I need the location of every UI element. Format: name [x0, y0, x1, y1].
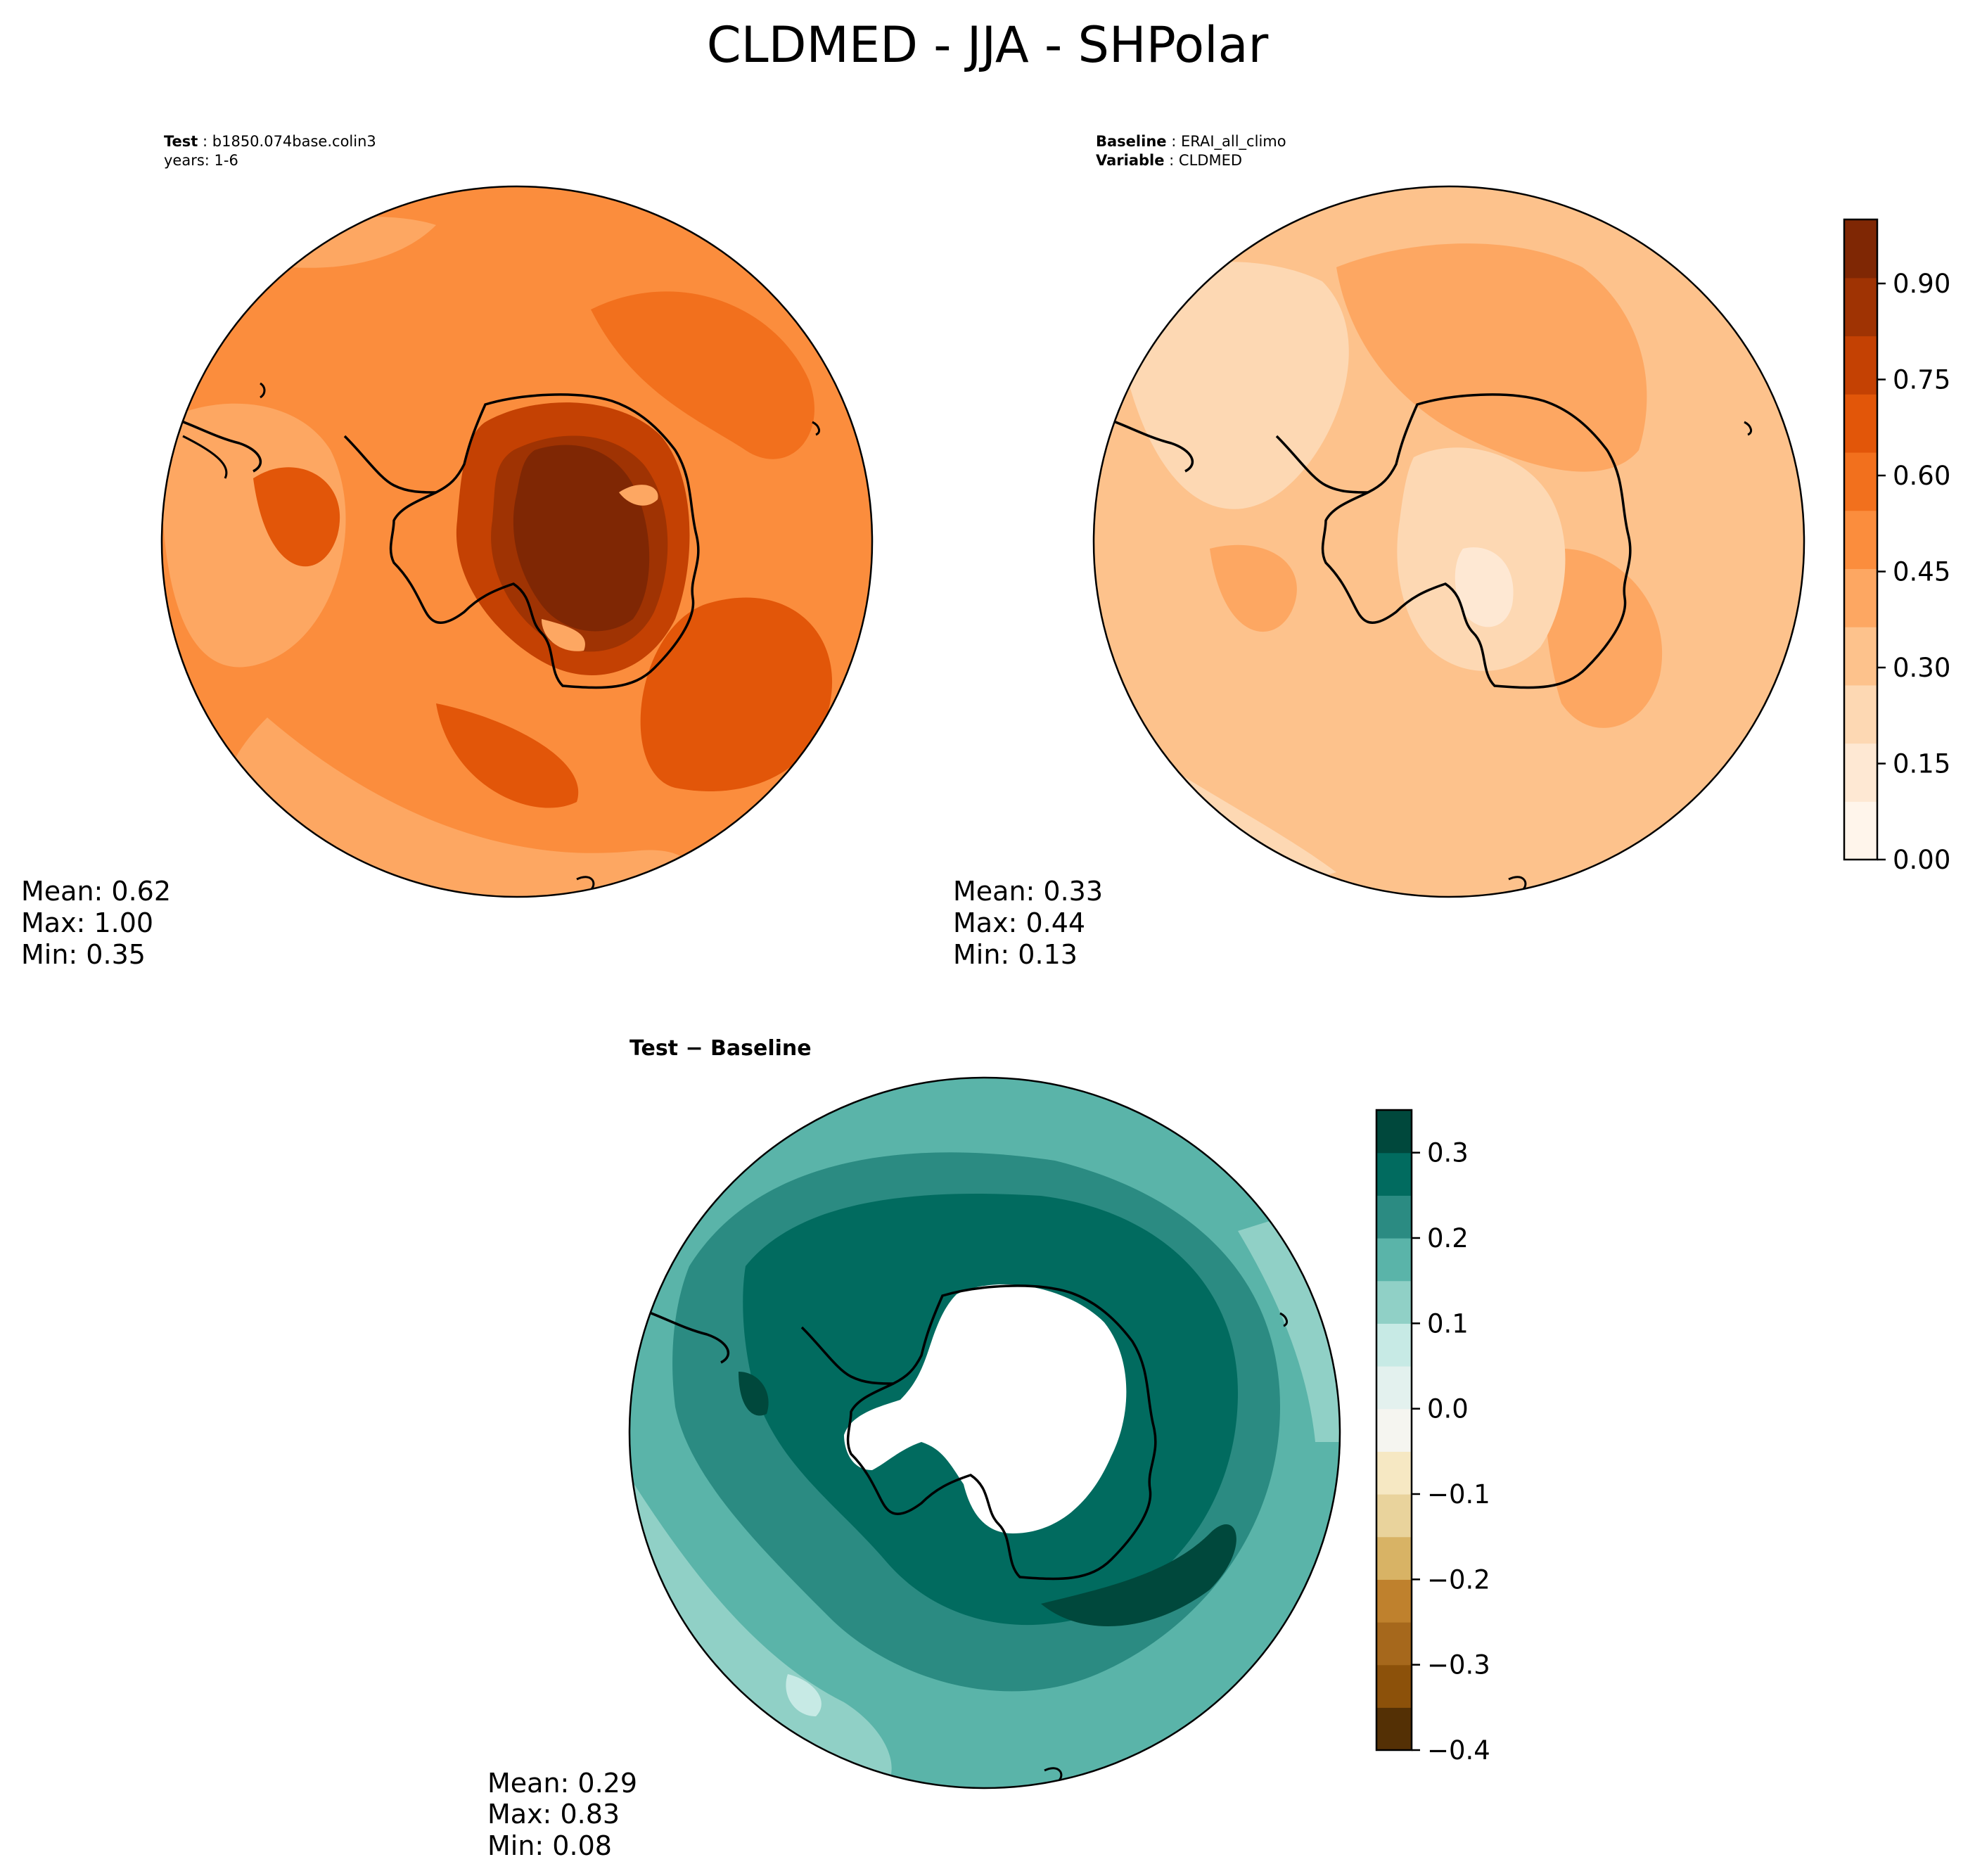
diff-missing-data-antarctica: [844, 1284, 1127, 1533]
colorbar-difference-swatch-2: [1376, 1622, 1412, 1666]
diff-stat-max: Max: 0.83: [487, 1799, 620, 1830]
colorbar-difference: −0.4 −0.3 −0.2 −0.1 0.0 0.1 0.2 0.3: [1375, 1109, 1490, 1766]
colorbar-absolute-swatch-4: [1844, 568, 1877, 627]
diff-peninsula-coast: [800, 1326, 894, 1385]
baseline-map-frame: [1092, 185, 1805, 898]
baseline-stat-min: Min: 0.13: [953, 939, 1078, 970]
colorbar-absolute-frame: [1843, 218, 1879, 861]
colorbar-difference-swatch-13: [1376, 1152, 1412, 1196]
colorbar-difference-tick-label-0: −0.4: [1427, 1735, 1490, 1766]
colorbar-difference-swatch-0: [1376, 1707, 1412, 1751]
diff-darkest-se: [1041, 1524, 1236, 1627]
diff-stat-mean: Mean: 0.29: [487, 1768, 637, 1799]
test-meta-line-2: years: 1-6: [164, 152, 238, 169]
diff-south-america-coast: [629, 1305, 730, 1364]
colorbar-absolute-tick-label-3: 0.45: [1893, 557, 1950, 587]
colorbar-difference-tick-label-1: −0.3: [1427, 1650, 1490, 1680]
colorbar-absolute-tick-label-5: 0.75: [1893, 365, 1950, 395]
colorbar-difference-tick-label-2: −0.2: [1427, 1564, 1490, 1595]
colorbar-absolute: 0.00 0.15 0.30 0.45 0.60 0.75 0.90: [1843, 218, 1950, 875]
baseline-pale-nw: [1111, 262, 1349, 509]
test-map-frame: [160, 185, 874, 898]
baseline-meta-line-1: Baseline : ERAI_all_climo: [1096, 133, 1286, 151]
baseline-south-america-coast: [1094, 414, 1194, 473]
colorbar-absolute-swatch-8: [1844, 336, 1877, 395]
colorbar-difference-swatch-4: [1376, 1536, 1412, 1580]
colorbar-absolute-tick-label-6: 0.90: [1893, 269, 1950, 299]
colorbar-absolute-swatch-0: [1844, 801, 1877, 860]
colorbar-absolute-swatch-3: [1844, 627, 1877, 686]
colorbar-absolute-swatch-1: [1844, 743, 1877, 802]
colorbar-difference-swatch-10: [1376, 1280, 1412, 1324]
test-stat-max: Max: 1.00: [21, 907, 153, 938]
test-core: [513, 445, 650, 632]
test-mid-band-ne: [591, 291, 814, 459]
colorbar-absolute-swatch-5: [1844, 510, 1877, 569]
colorbar-difference-tick-label-3: −0.1: [1427, 1479, 1490, 1510]
test-stat-mean: Mean: 0.62: [21, 876, 171, 907]
colorbar-difference-swatch-12: [1376, 1195, 1412, 1239]
test-panel: Test : b1850.074base.colin3 years: 1-6: [21, 133, 874, 970]
baseline-mid-e: [1545, 549, 1663, 728]
test-dark-band-se: [640, 597, 833, 791]
colorbar-absolute-tick-label-4: 0.60: [1893, 461, 1950, 491]
baseline-map: [1094, 186, 1804, 897]
baseline-meta-line-2: Variable : CLDMED: [1096, 152, 1242, 169]
colorbar-difference-swatch-1: [1376, 1664, 1412, 1708]
figure-title: CLDMED - JJA - SHPolar: [707, 16, 1269, 74]
test-island-e: [812, 421, 821, 436]
colorbar-difference-tick-label-5: 0.1: [1427, 1308, 1469, 1339]
test-peninsula-coast: [343, 435, 437, 494]
test-meta-line-1: Test : b1850.074base.colin3: [164, 133, 376, 150]
diff-darkest-w: [739, 1372, 769, 1416]
baseline-mid-w: [1210, 544, 1297, 632]
diff-panel: Test − Baseline Mean: 0.29 Max: 0.83 Min…: [487, 1036, 1341, 1861]
test-light-spot-b: [542, 619, 585, 651]
test-stat-min: Min: 0.35: [21, 939, 146, 970]
baseline-peninsula-coast: [1275, 435, 1369, 494]
colorbar-difference-swatch-3: [1376, 1579, 1412, 1623]
diff-map-frame: [628, 1076, 1341, 1789]
colorbar-difference-swatch-11: [1376, 1238, 1412, 1282]
baseline-panel: Baseline : ERAI_all_climo Variable : CLD…: [953, 133, 1805, 970]
colorbar-absolute-swatch-9: [1844, 277, 1877, 337]
colorbar-absolute-tick-label-0: 0.00: [1893, 845, 1950, 875]
test-dark-band-s: [436, 703, 579, 808]
colorbar-absolute-swatch-7: [1844, 394, 1877, 453]
colorbar-absolute-swatch-2: [1844, 684, 1877, 744]
colorbar-difference-swatch-6: [1376, 1451, 1412, 1495]
test-south-america-coast: [162, 414, 262, 473]
colorbar-difference-swatch-9: [1376, 1323, 1412, 1367]
diff-island-e: [1279, 1312, 1289, 1327]
test-light-spot-a: [619, 485, 658, 506]
diff-antarctica-coast: [846, 1284, 1157, 1581]
colorbar-absolute-tick-label-1: 0.15: [1893, 749, 1950, 779]
colorbar-difference-frame: [1375, 1109, 1413, 1751]
test-antarctica-coast: [389, 393, 700, 689]
baseline-stat-max: Max: 0.44: [953, 907, 1085, 938]
diff-subtitle: Test − Baseline: [629, 1036, 812, 1061]
colorbar-difference-tick-label-6: 0.2: [1427, 1223, 1469, 1253]
test-dark-band-w: [253, 467, 340, 567]
diff-stat-min: Min: 0.08: [487, 1830, 612, 1861]
test-island-w: [260, 382, 266, 399]
colorbar-absolute-swatch-6: [1844, 452, 1877, 511]
baseline-island-e: [1744, 421, 1753, 436]
colorbar-difference-swatch-7: [1376, 1408, 1412, 1452]
colorbar-difference-tick-label-7: 0.3: [1427, 1138, 1469, 1168]
colorbar-difference-tick-label-4: 0.0: [1427, 1394, 1469, 1424]
colorbar-difference-swatch-14: [1376, 1110, 1412, 1154]
diff-pale-spot: [786, 1674, 822, 1716]
diff-map: [629, 1078, 1340, 1788]
colorbar-absolute-tick-label-2: 0.30: [1893, 653, 1950, 683]
colorbar-difference-swatch-5: [1376, 1494, 1412, 1538]
baseline-interior-palest: [1455, 547, 1514, 627]
baseline-stat-mean: Mean: 0.33: [953, 876, 1103, 907]
colorbar-absolute-swatch-10: [1844, 219, 1877, 279]
baseline-antarctica-coast: [1321, 393, 1632, 689]
test-map: [162, 186, 872, 897]
colorbar-difference-swatch-8: [1376, 1366, 1412, 1410]
